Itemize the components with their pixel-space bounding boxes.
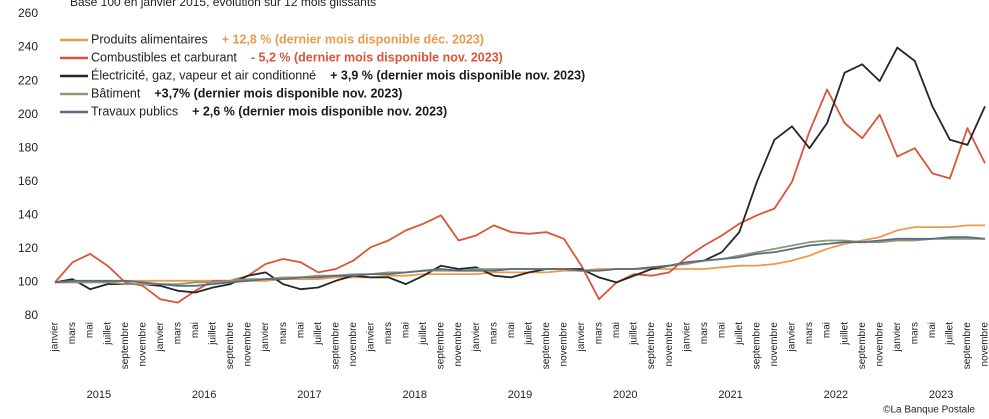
year-label: 2017 bbox=[297, 389, 321, 401]
x-tick-label: septembre bbox=[541, 322, 552, 370]
x-tick-label: juillet bbox=[839, 322, 850, 346]
x-tick-label: novembre bbox=[874, 322, 885, 367]
x-tick-label: juillet bbox=[208, 322, 219, 346]
x-tick-label: septembre bbox=[857, 322, 868, 370]
x-tick-label: juillet bbox=[629, 322, 640, 346]
legend-note: + 2,6 % (dernier mois disponible nov. 20… bbox=[192, 104, 447, 118]
x-tick-label: novembre bbox=[769, 322, 780, 367]
x-tick-label: janvier bbox=[471, 321, 482, 352]
x-tick-label: mai bbox=[611, 322, 622, 338]
x-tick-label: mars bbox=[67, 322, 78, 344]
legend-note: - 5,2 % (dernier mois disponible nov. 20… bbox=[251, 50, 503, 64]
x-tick-label: mai bbox=[822, 322, 833, 338]
x-tick-label: novembre bbox=[664, 322, 675, 367]
y-tick-label: 100 bbox=[18, 275, 38, 289]
x-tick-label: mars bbox=[909, 322, 920, 344]
x-tick-label: septembre bbox=[225, 322, 236, 370]
x-tick-label: mai bbox=[401, 322, 412, 338]
x-tick-label: janvier bbox=[260, 321, 271, 352]
legend-label: Travaux publics bbox=[91, 104, 178, 118]
y-tick-label: 160 bbox=[18, 174, 38, 188]
x-tick-label: mai bbox=[190, 322, 201, 338]
year-label: 2022 bbox=[824, 389, 848, 401]
x-tick-label: mars bbox=[594, 322, 605, 344]
x-tick-label: novembre bbox=[137, 322, 148, 367]
x-tick-label: juillet bbox=[734, 322, 745, 346]
y-tick-label: 200 bbox=[18, 107, 38, 121]
x-tick-label: mars bbox=[804, 322, 815, 344]
x-tick-label: novembre bbox=[559, 322, 570, 367]
x-tick-label: septembre bbox=[752, 322, 763, 370]
year-label: 2023 bbox=[929, 389, 953, 401]
x-tick-label: janvier bbox=[365, 321, 376, 352]
x-tick-label: janvier bbox=[787, 321, 798, 352]
x-tick-label: juillet bbox=[313, 322, 324, 346]
x-tick-label: novembre bbox=[453, 322, 464, 367]
y-tick-label: 240 bbox=[18, 40, 38, 54]
x-tick-label: novembre bbox=[348, 322, 359, 367]
x-tick-label: mars bbox=[699, 322, 710, 344]
x-tick-label: mai bbox=[927, 322, 938, 338]
x-tick-label: novembre bbox=[980, 322, 989, 367]
y-tick-label: 180 bbox=[18, 140, 38, 154]
legend-label: Électricité, gaz, vapeur et air conditio… bbox=[91, 67, 316, 82]
x-tick-label: septembre bbox=[120, 322, 131, 370]
x-tick-label: mars bbox=[278, 322, 289, 344]
x-tick-label: juillet bbox=[102, 322, 113, 346]
legend-note: + 3,9 % (dernier mois disponible nov. 20… bbox=[330, 68, 585, 82]
year-label: 2016 bbox=[192, 389, 216, 401]
series-line bbox=[55, 224, 985, 284]
x-tick-label: juillet bbox=[523, 322, 534, 346]
year-label: 2018 bbox=[402, 389, 426, 401]
series-line bbox=[54, 236, 986, 287]
legend-label: Bâtiment bbox=[91, 86, 141, 100]
year-label: 2021 bbox=[718, 389, 742, 401]
series-line bbox=[54, 46, 986, 294]
legend-label: Combustibles et carburant bbox=[91, 50, 237, 64]
x-tick-label: janvier bbox=[50, 321, 61, 352]
x-tick-label: septembre bbox=[962, 322, 973, 370]
y-tick-label: 140 bbox=[18, 208, 38, 222]
legend-note: +3,7% (dernier mois disponible nov. 2023… bbox=[154, 86, 402, 100]
x-tick-label: septembre bbox=[436, 322, 447, 370]
x-tick-label: novembre bbox=[243, 322, 254, 367]
x-tick-label: janvier bbox=[681, 321, 692, 352]
year-label: 2015 bbox=[87, 389, 111, 401]
x-tick-label: janvier bbox=[892, 321, 903, 352]
legend-note: + 12,8 % (dernier mois disponible déc. 2… bbox=[222, 32, 484, 46]
y-tick-label: 260 bbox=[18, 6, 38, 20]
y-tick-label: 220 bbox=[18, 73, 38, 87]
x-tick-label: mars bbox=[172, 322, 183, 344]
y-tick-label: 80 bbox=[25, 308, 39, 322]
x-tick-label: juillet bbox=[945, 322, 956, 346]
x-tick-label: juillet bbox=[418, 322, 429, 346]
x-tick-label: mai bbox=[295, 322, 306, 338]
x-tick-label: janvier bbox=[155, 321, 166, 352]
series-line bbox=[55, 237, 985, 285]
x-tick-label: mars bbox=[383, 322, 394, 344]
x-tick-label: septembre bbox=[330, 322, 341, 370]
x-tick-label: septembre bbox=[646, 322, 657, 370]
x-tick-label: mai bbox=[85, 322, 96, 338]
x-tick-label: mai bbox=[506, 322, 517, 338]
year-label: 2020 bbox=[613, 389, 637, 401]
legend-label: Produits alimentaires bbox=[91, 32, 208, 46]
x-tick-label: mars bbox=[488, 322, 499, 344]
y-tick-label: 120 bbox=[18, 241, 38, 255]
chart-subtitle: Base 100 en janvier 2015, évolution sur … bbox=[70, 0, 376, 9]
year-label: 2019 bbox=[508, 389, 532, 401]
x-tick-label: janvier bbox=[576, 321, 587, 352]
x-tick-label: mai bbox=[716, 322, 727, 338]
source: ©La Banque Postale bbox=[883, 405, 975, 416]
series-line bbox=[54, 88, 986, 304]
